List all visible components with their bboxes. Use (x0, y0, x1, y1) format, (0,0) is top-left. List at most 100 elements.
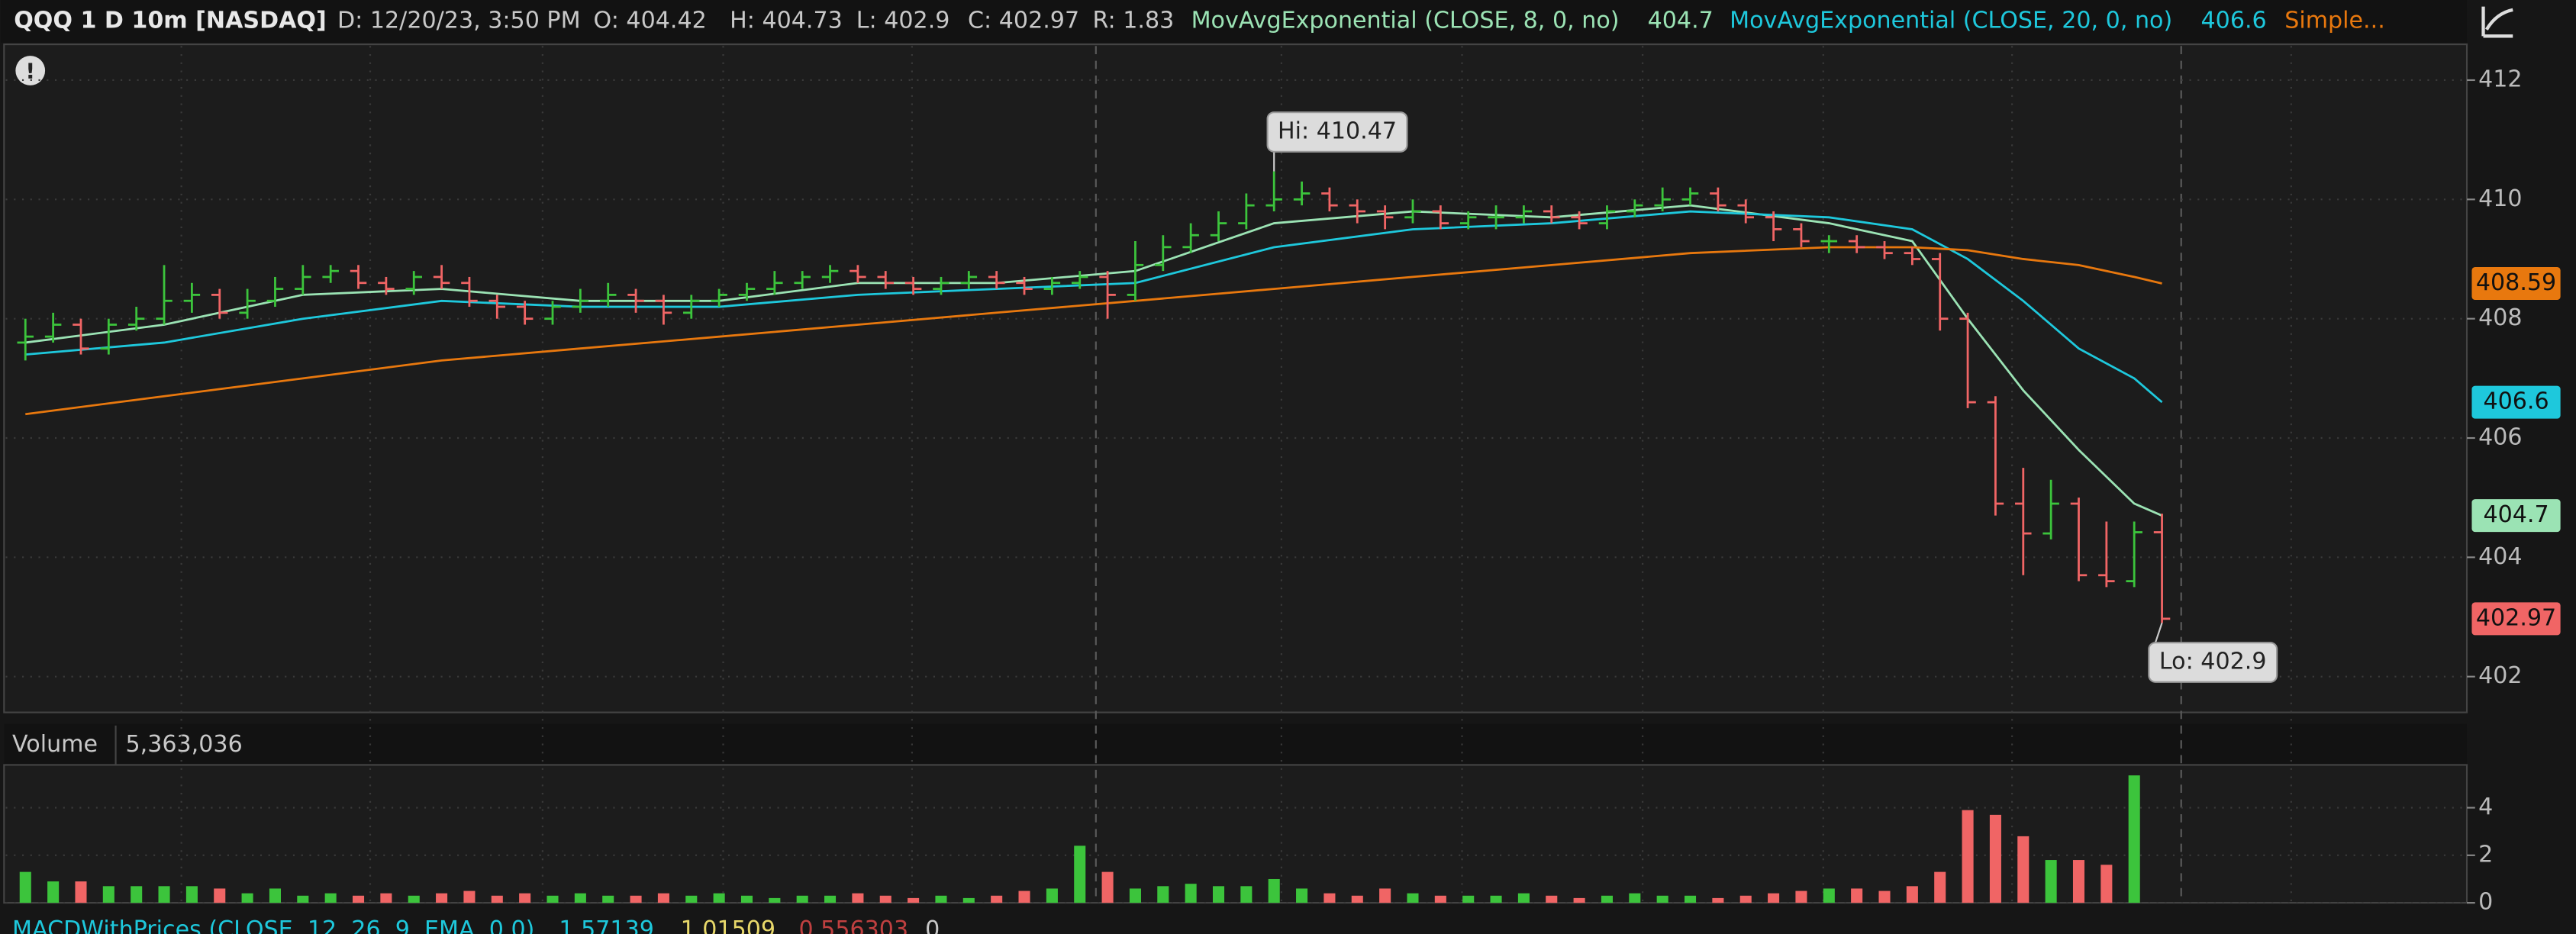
volume-header-bar (4, 723, 2468, 765)
volume-bar (2017, 836, 2030, 903)
price-badge (2471, 385, 2561, 419)
legend-entry[interactable]: MovAvgExponential (CLOSE, 20, 0, no) (1730, 7, 2172, 34)
volume-bar (908, 897, 920, 903)
volume-bar (491, 895, 503, 903)
alert-icon-mark: ! (25, 59, 35, 84)
price-badge-label: 406.6 (2483, 388, 2549, 415)
legend-value: 406.6 (2201, 7, 2267, 34)
ma-line (25, 210, 2163, 404)
macd-header: MACDWithPrices (CLOSE, 12, 26, 9, EMA, 0… (12, 916, 940, 934)
volume-bar (1989, 814, 2001, 903)
volume-bar (1546, 895, 1558, 903)
volume-bar (1407, 893, 1419, 903)
volume-bar (1101, 871, 1114, 903)
volume-bar (852, 893, 864, 903)
volume-bar (1351, 895, 1363, 903)
macd-value: 0.556303 (798, 916, 908, 934)
price-badge-label: 404.7 (2483, 501, 2549, 528)
volume-bar (1157, 886, 1169, 903)
annotation: Lo: 402.9 (2159, 648, 2267, 675)
volume-bar (324, 893, 337, 903)
volume-bar (879, 895, 891, 903)
volume-bar (1240, 886, 1253, 903)
volume-bar (2128, 775, 2140, 903)
price-badge-label: 402.97 (2476, 604, 2556, 631)
volume-bar (1462, 895, 1475, 903)
volume-bar (1712, 897, 1724, 903)
y-tick-label: 408 (2478, 304, 2522, 331)
volume-bar (630, 895, 642, 903)
volume-bar (1018, 891, 1030, 903)
volume-bar (1795, 891, 1807, 903)
volume-bar (824, 895, 837, 903)
volume-bar (1962, 810, 1974, 903)
volume-bar (297, 895, 309, 903)
volume-bar (2045, 860, 2057, 903)
header: QQQ 1 D 10m [NASDAQ] D: 12/20/23, 3:50 P… (14, 6, 2513, 85)
y-tick-label: 402 (2478, 662, 2522, 689)
volume-bar (2100, 865, 2113, 903)
volume-pane (3, 764, 2468, 904)
volume-bar (102, 886, 114, 903)
annotation: Hi: 410.47 (1278, 118, 1397, 144)
volume-title: Volume (12, 731, 98, 758)
annotation-box (2148, 642, 2278, 683)
y-tick-label: 4 (2478, 794, 2493, 820)
volume-bar (1823, 888, 1835, 903)
volume-bar (1906, 886, 1918, 903)
volume-bar (991, 895, 1003, 903)
macd-title: MACDWithPrices (CLOSE, 12, 26, 9, EMA, 0… (12, 916, 534, 934)
volume-bar (519, 893, 531, 903)
volume-bar (713, 893, 725, 903)
volume-bar (47, 881, 60, 903)
volume-bar (740, 895, 753, 903)
volume-bar (602, 895, 614, 903)
macd-value: 1.57139 (559, 916, 654, 934)
y-tick-label: 404 (2478, 543, 2522, 570)
volume-bar (1074, 845, 1086, 903)
header-bar (1, 0, 2468, 43)
volume-header: Volume 5,363,036 (12, 725, 243, 765)
volume-bar (269, 888, 281, 903)
header-high: H: 404.73 (730, 7, 843, 34)
settings-icon[interactable] (2481, 6, 2513, 38)
volume-bar (962, 897, 975, 903)
price-badge (2471, 267, 2561, 301)
volume-bar (436, 893, 448, 903)
volume-bar (1185, 884, 1197, 903)
volume-bar (1323, 893, 1336, 903)
symbol: QQQ 1 D 10m [NASDAQ] (14, 7, 327, 34)
alert-icon[interactable] (15, 56, 46, 85)
volume-bar (1268, 878, 1280, 903)
volume-bar (1934, 871, 1946, 903)
y-tick-label: 410 (2478, 185, 2522, 212)
volume-bar (796, 895, 808, 903)
volume-bar (657, 893, 669, 903)
volume-bar (1739, 895, 1752, 903)
price-badge (2471, 499, 2561, 533)
volume-bar (546, 895, 559, 903)
volume-bar (1573, 897, 1585, 903)
volume-bar (1129, 888, 1141, 903)
volume-bar (185, 886, 198, 903)
y-tick-label: 406 (2478, 424, 2522, 451)
volume-bar (574, 893, 586, 903)
annotation-box (1266, 111, 1408, 153)
y-tick-label: 0 (2478, 889, 2493, 916)
y-tick-label: 412 (2478, 66, 2522, 92)
volume-bar (1517, 893, 1530, 903)
volume-bar (769, 897, 781, 903)
volume-bar (1296, 888, 1308, 903)
legend-entry[interactable]: Simple... (2284, 7, 2385, 34)
volume-bar (1490, 895, 1502, 903)
volume-bar (1685, 895, 1697, 903)
volume-bar (1629, 893, 1641, 903)
legend-value: 404.7 (1648, 7, 1714, 34)
header-low: L: 402.9 (856, 7, 950, 34)
time-grid (180, 46, 2292, 903)
volume-bar (1768, 893, 1780, 903)
price-badge (2471, 602, 2561, 636)
legend-entry[interactable]: MovAvgExponential (CLOSE, 8, 0, no) (1191, 7, 1620, 34)
ma-line (25, 246, 2162, 416)
volume-bar (685, 895, 698, 903)
